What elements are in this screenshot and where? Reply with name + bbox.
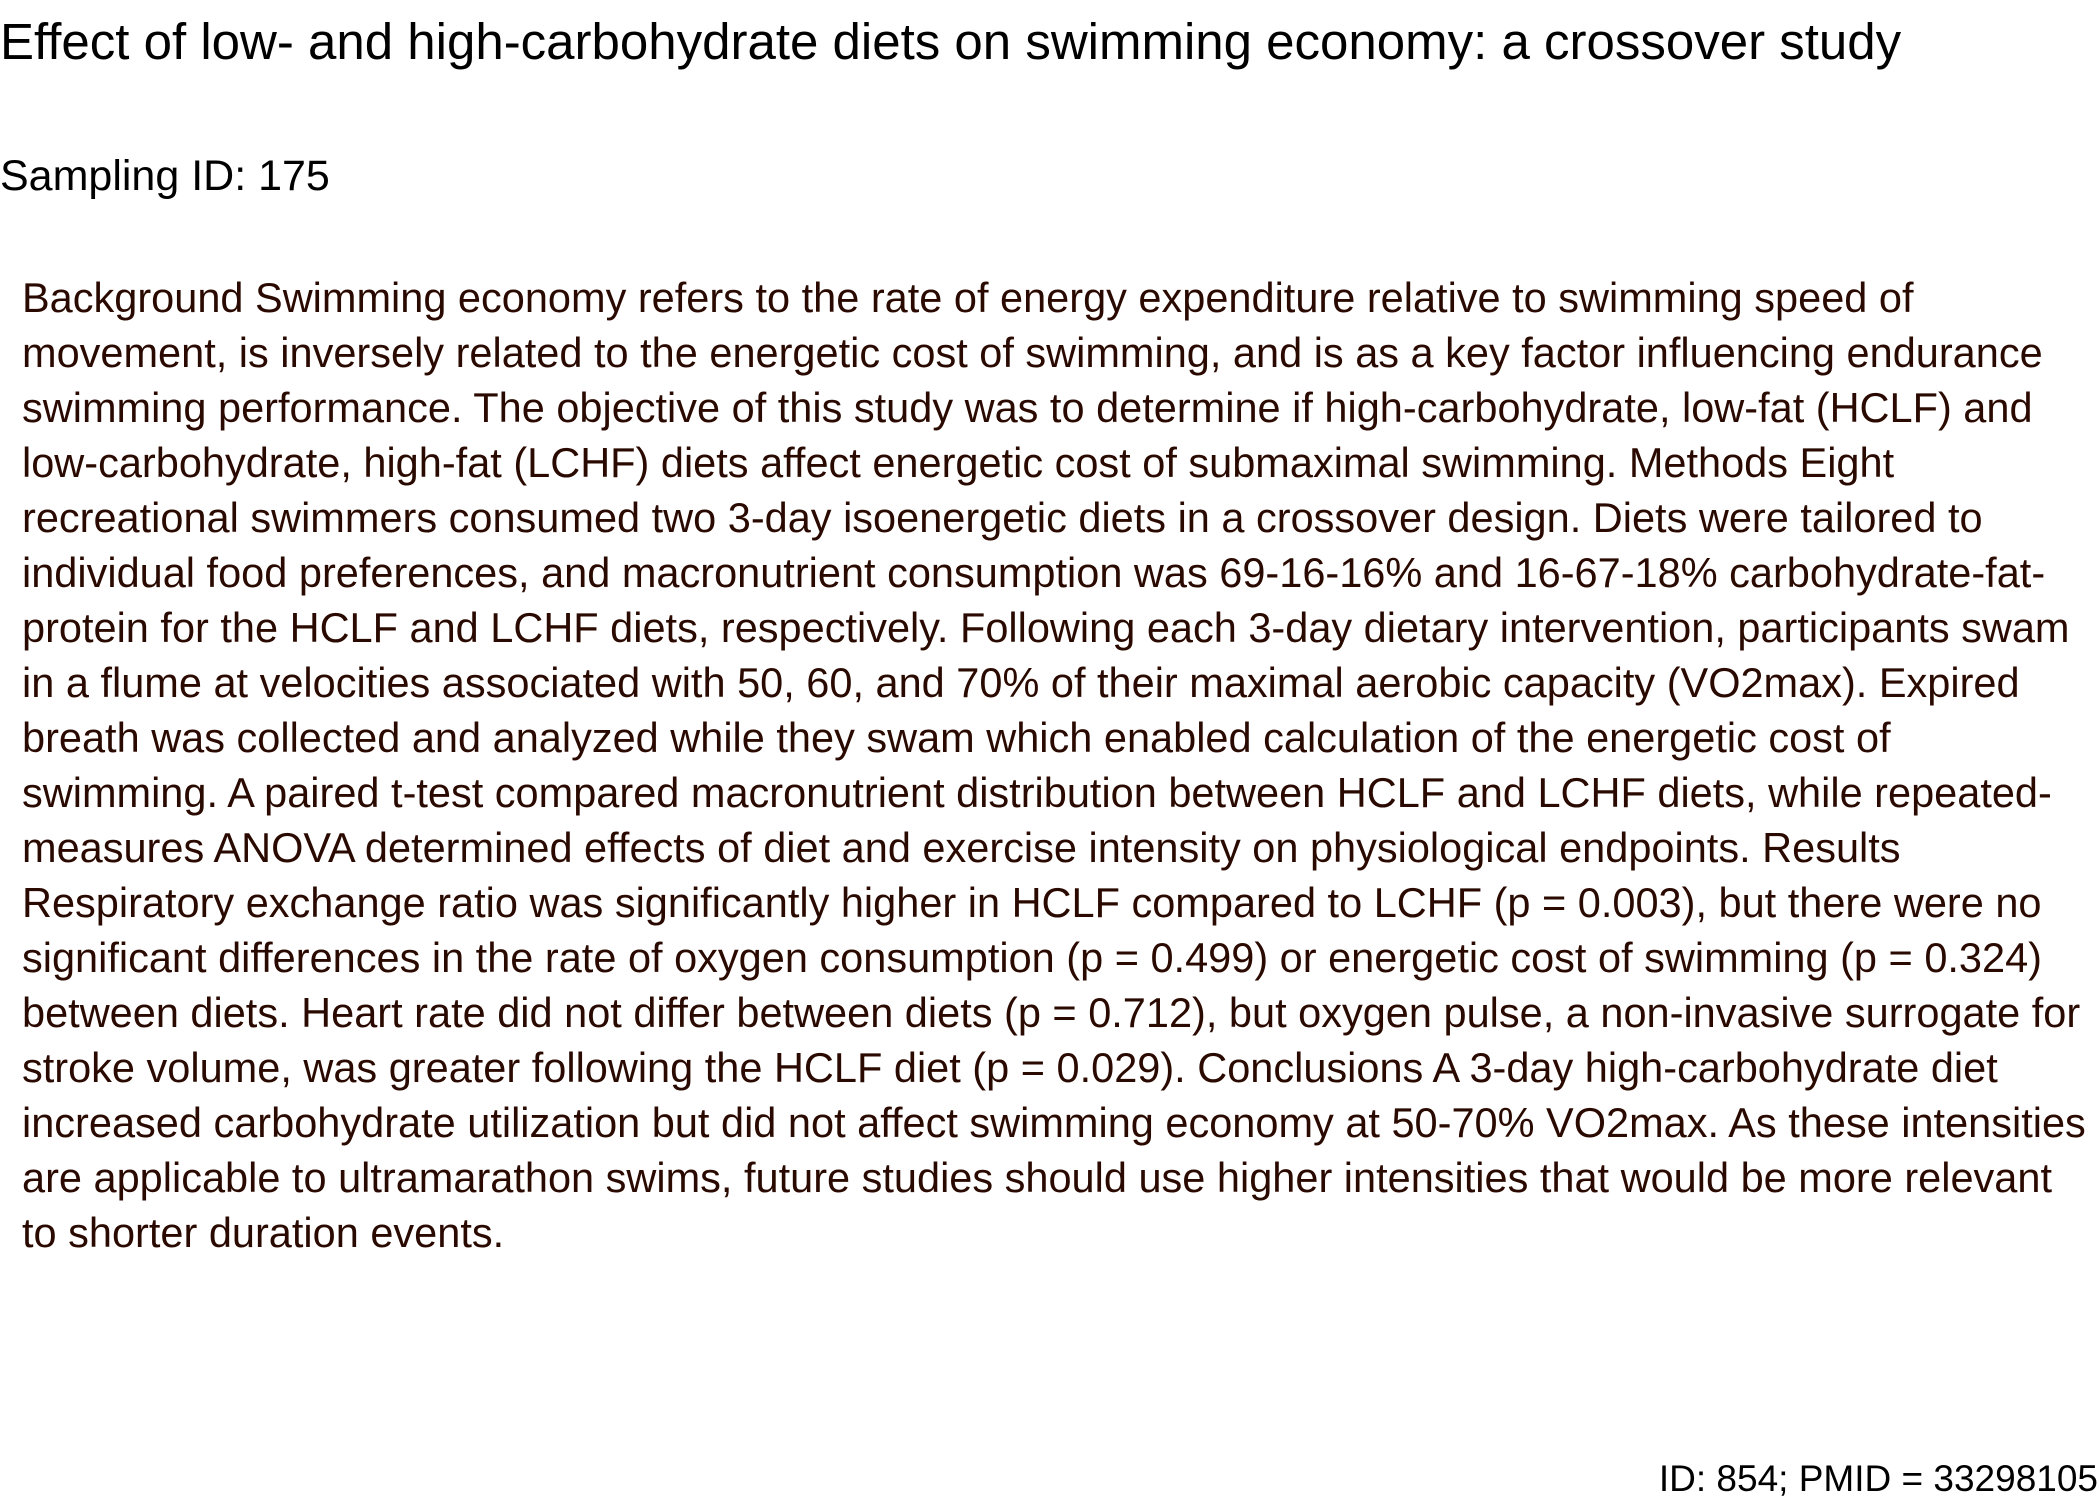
document-footer-id: ID: 854; PMID = 33298105 [1658, 1458, 2098, 1499]
abstract-text: Background Swimming economy refers to th… [22, 274, 2086, 1256]
sampling-id: Sampling ID: 175 [0, 152, 330, 200]
document-title: Effect of low- and high-carbohydrate die… [0, 13, 1902, 70]
